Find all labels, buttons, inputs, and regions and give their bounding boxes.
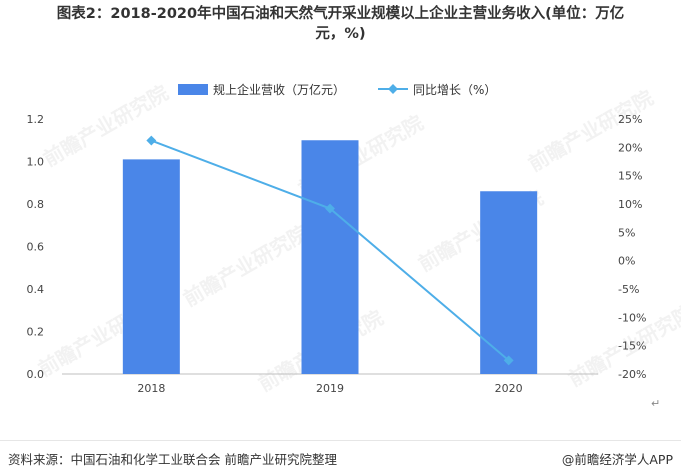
chart-title-line2: 元，%) (315, 26, 366, 42)
growth-point-2019 (325, 203, 335, 214)
chart-title-line1: 图表2：2018-2020年中国石油和天然气开采业规模以上企业主营业务收入(单位… (56, 6, 625, 22)
legend-line-marker (388, 84, 398, 94)
y-left-tick-label: 1.2 (27, 113, 45, 126)
y-right-tick-label: 10% (618, 198, 642, 211)
credit-note: @前瞻经济学人APP (561, 452, 673, 467)
y-left-tick-label: 0.4 (27, 283, 45, 296)
y-left-tick-label: 1.0 (27, 156, 45, 169)
legend-bar-label: 规上企业营收（万亿元） (213, 82, 345, 97)
bar-2018 (122, 159, 180, 374)
y-right-tick-label: -20% (618, 368, 646, 381)
chart-area: 规上企业营收（万亿元） 同比增长（%） 0.0 0.2 0.4 0.6 0.8 1.0 1.2… (27, 82, 647, 395)
legend-line-label: 同比增长（%） (413, 83, 496, 97)
y-left-tick-label: 0.8 (27, 198, 45, 211)
y-left-tick-label: 0.0 (27, 368, 45, 381)
bar-2019 (301, 140, 359, 374)
legend-bar-swatch (178, 84, 208, 95)
y-right-tick-label: 15% (618, 170, 642, 183)
x-axis-labels: 2018 2019 2020 (137, 382, 522, 395)
y-right-tick-label: -15% (618, 340, 646, 353)
y-right-tick-label: -5% (618, 283, 639, 296)
y-left-tick-label: 0.2 (27, 326, 45, 339)
bar-2020 (480, 191, 538, 374)
chart-title: 图表2：2018-2020年中国石油和天然气开采业规模以上企业主营业务收入(单位… (0, 4, 681, 44)
y-right-tick-label: 5% (618, 226, 635, 239)
y-right-tick-label: 20% (618, 141, 642, 154)
growth-point-2018 (146, 135, 157, 146)
x-tick-label: 2020 (495, 382, 523, 395)
right-axis: -20% -15% -10% -5% 0% 5% 10% 15% 20% 25% (618, 113, 646, 381)
y-right-tick-label: 25% (618, 113, 642, 126)
y-right-tick-label: 0% (618, 255, 635, 268)
bar-series (122, 140, 538, 374)
return-mark: ↵ (651, 397, 661, 410)
legend: 规上企业营收（万亿元） 同比增长（%） (178, 82, 496, 97)
y-right-tick-label: -10% (618, 311, 646, 324)
x-tick-label: 2018 (137, 382, 165, 395)
y-left-tick-label: 0.6 (27, 241, 45, 254)
x-tick-label: 2019 (316, 382, 344, 395)
left-axis: 0.0 0.2 0.4 0.6 0.8 1.0 1.2 (27, 113, 45, 381)
source-note: 资料来源：中国石油和化学工业联合会 前瞻产业研究院整理 (8, 452, 337, 467)
footer: 资料来源：中国石油和化学工业联合会 前瞻产业研究院整理 @前瞻经济学人APP (0, 440, 681, 471)
